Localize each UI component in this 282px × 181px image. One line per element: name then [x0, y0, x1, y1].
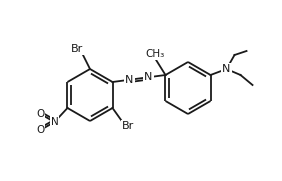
Text: Br: Br	[121, 121, 134, 131]
Text: O: O	[36, 109, 45, 119]
Text: N: N	[125, 75, 134, 85]
Text: CH₃: CH₃	[146, 49, 165, 59]
Text: Br: Br	[71, 44, 83, 54]
Text: O: O	[36, 125, 45, 135]
Text: N: N	[50, 117, 58, 127]
Text: N: N	[144, 72, 153, 82]
Text: N: N	[222, 64, 231, 74]
